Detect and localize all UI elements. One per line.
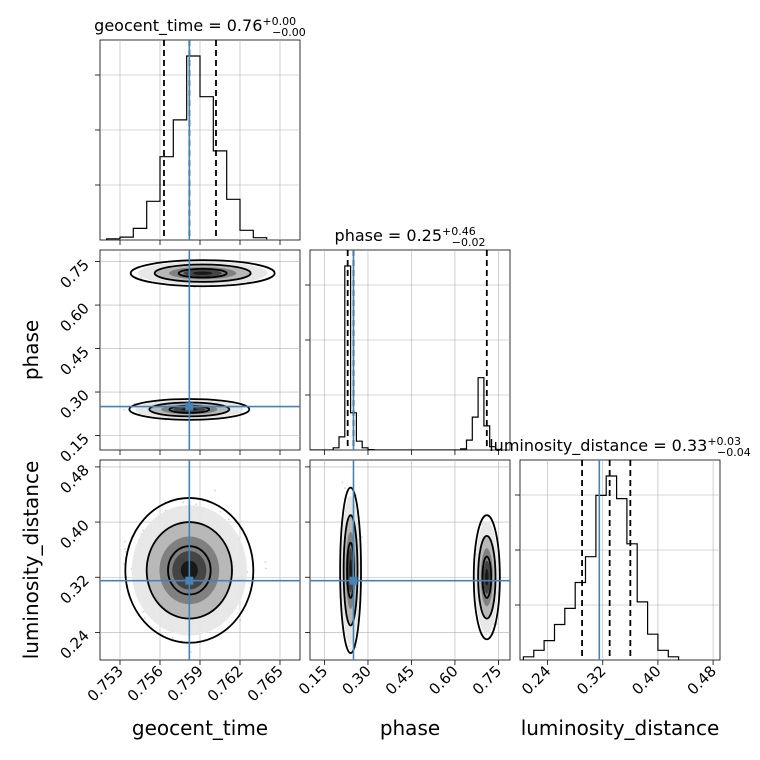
density-level (349, 559, 352, 582)
density-level (485, 568, 489, 586)
x-tick-label-luminosity-distance: 0.40 (628, 662, 664, 698)
title-geocent-time-sub: −0.00 (272, 26, 306, 39)
contour-line (342, 514, 359, 627)
truth-marker (349, 576, 358, 585)
y-tick-label-luminosity-distance: 0.48 (56, 461, 92, 497)
contour-line (477, 534, 497, 620)
distance-vs-phase-contours (339, 486, 501, 655)
title-phase-sup: +0.46 (442, 225, 476, 238)
contour-line (153, 263, 252, 283)
sample-point (219, 510, 222, 513)
sample-point (344, 487, 346, 489)
density-level (193, 271, 213, 275)
contour-line (339, 486, 362, 655)
title-phase-sub: −0.02 (452, 236, 486, 249)
x-tick-label-phase: 0.75 (469, 662, 505, 698)
hist-luminosity-distance (522, 475, 680, 660)
y-tick-label-phase: 0.75 (56, 256, 92, 292)
x-tick-label-phase: 0.30 (338, 662, 374, 698)
ylabel-phase: phase (19, 320, 43, 380)
sample-point (143, 617, 146, 620)
xlabel-geocent-time: geocent_time (132, 716, 268, 740)
xlabel-luminosity-distance: luminosity_distance (521, 716, 720, 740)
sample-point (264, 567, 267, 570)
x-tick-label-luminosity-distance: 0.48 (684, 662, 720, 698)
sample-point (190, 651, 192, 653)
sample-point (122, 563, 125, 565)
truth-lines (100, 40, 601, 660)
title-luminosity-distance: luminosity_distance = 0.33+0.03 −0.04 (489, 435, 751, 459)
sample-point (142, 610, 145, 613)
x-tick-label-phase: 0.45 (382, 662, 418, 698)
x-tick-label-geocent-time: 0.765 (244, 662, 287, 705)
xlabel-phase: phase (380, 716, 440, 740)
panel-phase-hist (309, 249, 511, 451)
x-tick-label-geocent-time: 0.759 (164, 662, 207, 705)
sample-point (239, 619, 242, 622)
sample-point (140, 277, 143, 279)
sample-point (123, 540, 126, 543)
phase-vs-time-density (135, 261, 268, 419)
y-tick-label-phase: 0.45 (56, 343, 92, 379)
x-tick-label-phase: 0.15 (295, 662, 331, 698)
hist-geocent-time (106, 55, 268, 240)
y-tick-label-luminosity-distance: 0.24 (56, 627, 92, 663)
contour-line (129, 259, 276, 288)
sample-point (485, 633, 487, 636)
x-tick-label-phase: 0.60 (425, 662, 461, 698)
title-phase: phase = 0.25+0.46 −0.02 (335, 225, 486, 249)
hist-phase (310, 265, 502, 450)
y-tick-label-phase: 0.15 (56, 430, 92, 466)
y-tick-label-phase: 0.30 (56, 386, 92, 422)
panel-luminosity-distance-vs-phase (309, 459, 511, 661)
sample-point (124, 548, 126, 551)
sample-point (496, 623, 498, 625)
sample-point (182, 501, 185, 504)
sample-point (171, 636, 174, 639)
y-tick-label-luminosity-distance: 0.32 (56, 571, 92, 607)
sample-point (264, 561, 267, 563)
x-tick-label-geocent-time: 0.756 (124, 662, 167, 705)
sample-point (123, 409, 126, 411)
sample-point (214, 489, 216, 492)
distance-vs-phase-density (341, 495, 499, 645)
density-cells (131, 261, 499, 645)
title-geocent-time-sup: +0.00 (262, 15, 296, 28)
sample-point (228, 518, 230, 521)
sample-point (341, 481, 344, 484)
x-tick-label-geocent-time: 0.753 (84, 662, 127, 705)
contour-line (177, 267, 228, 279)
sample-point (195, 503, 198, 506)
histograms (106, 55, 680, 660)
ylabel-luminosity-distance: luminosity_distance (19, 461, 43, 660)
sample-point (193, 286, 196, 289)
title-luminosity-distance-sup: +0.03 (707, 435, 741, 448)
x-tick-label-geocent-time: 0.762 (204, 662, 247, 705)
sample-point (349, 648, 352, 650)
y-tick-label-phase: 0.60 (56, 299, 92, 335)
sample-point (348, 645, 351, 647)
x-tick-label-luminosity-distance: 0.24 (518, 662, 554, 698)
truth-marker (185, 576, 194, 585)
contour-line (481, 555, 493, 599)
y-tick-label-luminosity-distance: 0.40 (56, 516, 92, 552)
title-luminosity-distance-sub: −0.04 (717, 446, 751, 459)
tick-marks (95, 74, 714, 665)
truth-marker (185, 402, 194, 411)
x-tick-label-luminosity-distance: 0.32 (573, 662, 609, 698)
contour-line (472, 514, 501, 641)
sample-point (361, 536, 363, 539)
title-geocent-time: geocent_time = 0.76+0.00 −0.00 (94, 15, 306, 39)
panel-luminosity-distance-hist (519, 459, 721, 661)
sample-point (356, 451, 358, 453)
sample-point (246, 571, 249, 574)
